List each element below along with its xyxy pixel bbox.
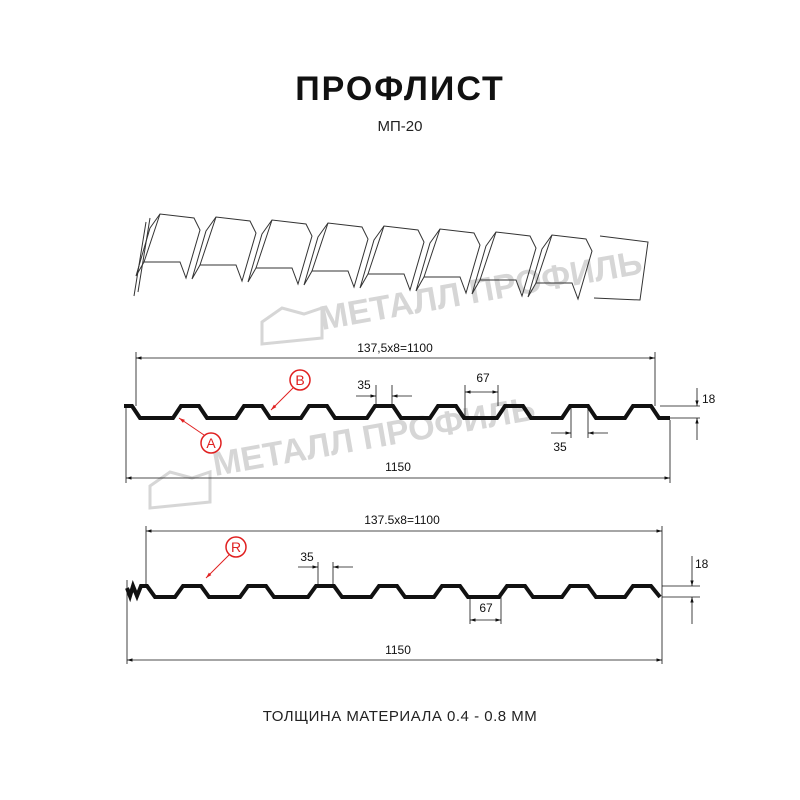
marker-b: B <box>270 369 311 411</box>
model-label: МП-20 <box>377 118 423 135</box>
sheet-rib <box>527 234 593 301</box>
pitch-dimension: 137.5x8=1100 <box>364 513 440 527</box>
pitch-dimension: 137,5x8=1100 <box>357 341 433 355</box>
sheet-rib-edge <box>255 219 273 269</box>
sheet-rib-edge <box>367 225 385 275</box>
valley-width-dimension: 67 <box>476 371 490 385</box>
valley-width-dimension: 67 <box>479 601 493 615</box>
ridge-width-dimension: 35 <box>357 378 371 392</box>
total-width-dimension: 1150 <box>385 643 411 657</box>
marker-b-label: B <box>295 372 304 388</box>
material-thickness-note: ТОЛЩИНА МАТЕРИАЛА 0.4 - 0.8 ММ <box>262 708 538 725</box>
ridge-width-dimension-2: 35 <box>553 440 567 454</box>
sheet-rib-edge <box>423 228 441 278</box>
profile-bottom: 137.5x8=1100 1150 35 67 18 R <box>125 513 709 664</box>
profile-top-shape <box>124 404 670 420</box>
watermark-text: МЕТАЛЛ ПРОФИЛЬ <box>210 390 538 484</box>
sheet-rib-edge <box>143 213 161 263</box>
sheet-rib-edge <box>479 231 497 281</box>
sheet-rib <box>135 213 201 280</box>
sheet-3d-view <box>133 213 649 301</box>
sheet-rib <box>415 228 481 295</box>
sheet-rib <box>191 216 257 283</box>
total-width-dimension: 1150 <box>385 460 411 474</box>
watermark-text: МЕТАЛЛ ПРОФИЛЬ <box>317 244 645 338</box>
ridge-width-dimension: 35 <box>300 550 314 564</box>
sheet-rib <box>359 225 425 292</box>
marker-a: A <box>178 417 222 454</box>
profile-bottom-shape <box>125 579 662 603</box>
height-dimension: 18 <box>702 392 716 406</box>
sheet-rib-edge <box>535 234 553 284</box>
watermark-1: МЕТАЛЛ ПРОФИЛЬ <box>260 244 645 346</box>
sheet-rib <box>247 219 313 286</box>
sheet-rib-edge <box>199 216 217 266</box>
page-title: ПРОФЛИСТ <box>295 70 505 108</box>
sheet-rib <box>303 222 369 289</box>
marker-r: R <box>205 536 247 579</box>
marker-a-label: A <box>206 435 216 451</box>
sheet-rib <box>471 231 537 298</box>
height-dimension: 18 <box>695 557 709 571</box>
profile-top: 137,5x8=1100 1150 35 67 35 18 B A <box>124 341 716 483</box>
sheet-outline <box>133 217 649 301</box>
sheet-rib-edge <box>311 222 329 272</box>
marker-r-label: R <box>231 539 241 555</box>
